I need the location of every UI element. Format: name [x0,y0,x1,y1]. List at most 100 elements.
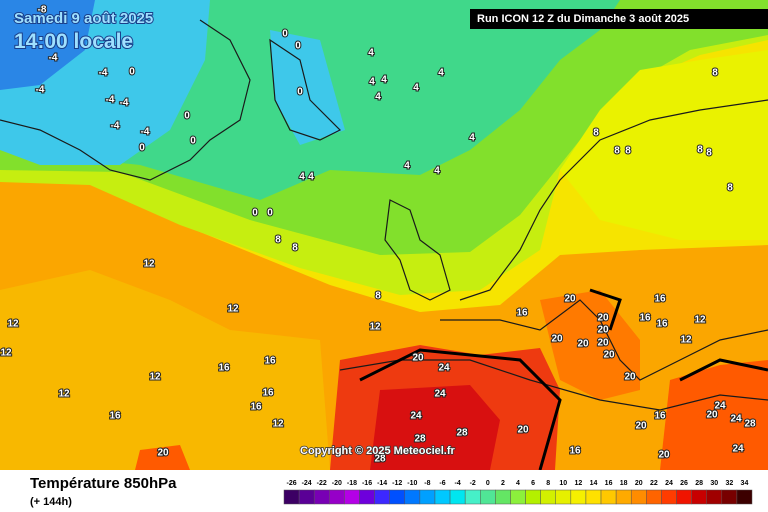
legend-label: 4 [516,480,520,487]
contour-label: 4 [375,92,381,103]
contour-label: 16 [654,294,666,305]
map-fields [0,0,768,470]
contour-label: 24 [434,389,446,400]
contour-label: 4 [413,83,419,94]
run-info: Run ICON 12 Z du Dimanche 3 août 2025 [477,13,689,25]
contour-label: 16 [262,388,274,399]
legend-swatch [480,489,496,505]
legend-label: -8 [424,480,430,487]
contour-label: 20 [577,339,589,350]
contour-label: -4 [106,95,115,106]
contour-label: 0 [190,136,196,147]
contour-label: 12 [0,348,12,359]
legend-label: 6 [531,480,535,487]
contour-label: 8 [593,128,599,139]
legend-swatch [510,489,526,505]
contour-label: 20 [517,425,529,436]
contour-label: 20 [603,350,615,361]
field-darkred [370,385,500,470]
legend-swatch [495,489,511,505]
contour-label: 16 [654,411,666,422]
legend-label: 10 [559,480,567,487]
legend-swatch [464,489,481,505]
contour-label: 28 [374,454,386,465]
greenland-coast [0,19,251,181]
contour-label: -4 [49,53,58,64]
footer-title: Température 850hPa [30,475,177,492]
legend-label: 22 [650,480,658,487]
contour-label: 20 [597,325,609,336]
legend-swatch [434,489,451,505]
legend-label: 24 [665,480,673,487]
contour-label: 20 [597,338,609,349]
legend-swatch [359,489,375,505]
legend-label: -10 [407,480,417,487]
legend-label: 14 [590,480,598,487]
contour-label: 4 [368,48,374,59]
legend-label: 32 [725,480,733,487]
uk-coast [384,199,451,301]
contour-label: 8 [275,235,281,246]
contour-label: 0 [297,87,303,98]
contour-label: 24 [714,401,726,412]
contour-label: 24 [730,414,742,425]
contour-label: 20 [551,334,563,345]
contour-label: -8 [38,5,47,16]
legend-swatch [344,489,360,505]
contour-label: 20 [597,313,609,324]
legend-label: -4 [454,480,460,487]
contour-label: 20 [564,294,576,305]
legend-label: -14 [377,480,387,487]
contour-label: 8 [712,68,718,79]
legend-label: -22 [317,480,327,487]
legend-swatch [676,489,692,505]
legend-swatch [329,489,345,505]
legend-label: -24 [302,480,312,487]
contour-label: 4 [469,133,475,144]
contour-label: 4 [369,77,375,88]
legend-swatch [585,489,602,505]
contour-label: 20 [412,353,424,364]
legend-label: -16 [362,480,372,487]
contour-label: 4 [381,75,387,86]
contour-label: 20 [706,410,718,421]
legend-label: -18 [347,480,357,487]
contour-label: 0 [252,208,258,219]
contour-label: 12 [369,322,381,333]
africa-coast [339,359,768,411]
contour-label: 28 [744,419,756,430]
legend-swatch [540,489,556,505]
legend-swatch [721,489,738,505]
contour-20 [359,288,622,471]
contour-label: 0 [184,111,190,122]
contour-label: 20 [658,450,670,461]
contour-label: 4 [438,68,444,79]
contour-label: 4 [308,172,314,183]
legend-swatch [404,489,421,505]
contour-label: 4 [299,172,305,183]
contour-label: 24 [438,363,450,374]
europe-coast [459,99,768,301]
contour-label: 4 [434,166,440,177]
contour-label: 8 [614,146,620,157]
legend: -26 -24 -22 -20 -18 -16 -14 -12 -10 -8 -6 -4 -2 0 2 4 6 8… [283,480,753,505]
contour-label: 28 [414,434,426,445]
field-southwest [135,445,190,470]
mediterranean-north [440,299,768,381]
contour-label: 8 [292,243,298,254]
contour-label: 0 [139,143,145,154]
field-scandinavia [560,50,768,240]
copyright: Copyright © 2025 Meteociel.fr [300,445,456,457]
legend-label: 0 [486,480,490,487]
contour-label: 0 [267,208,273,219]
contour-label: 0 [129,67,135,78]
legend-label: 34 [741,480,749,487]
legend-label: 18 [620,480,628,487]
forecast-time: 14:00 locale [14,30,133,53]
legend-swatch [615,489,632,505]
contour-label: 24 [732,444,744,455]
contour-label: 20 [635,421,647,432]
legend-label: -20 [332,480,342,487]
forecast-date: Samedi 9 août 2025 [14,10,153,27]
